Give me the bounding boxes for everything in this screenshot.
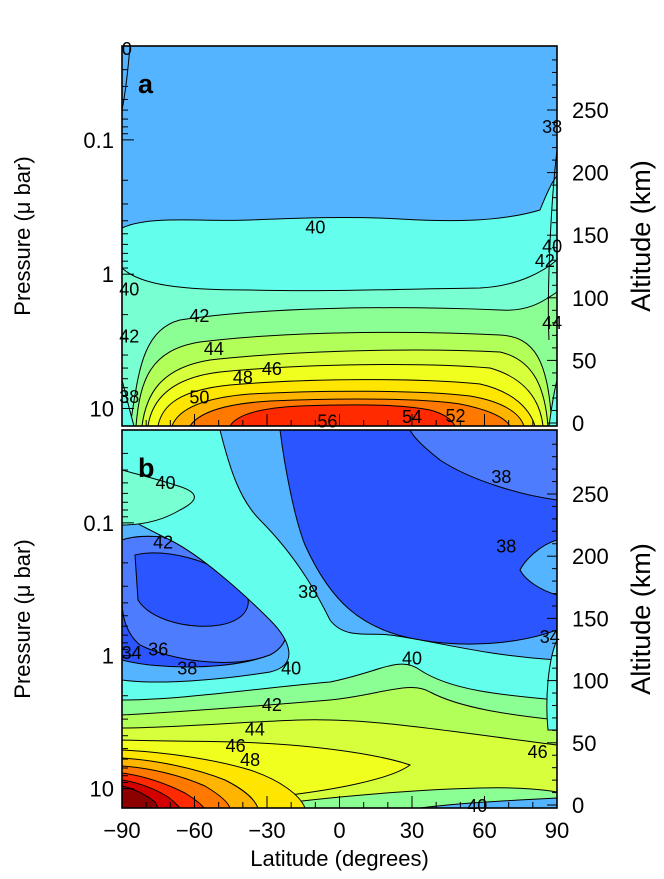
y-tick-label-b: 1 [102, 644, 114, 669]
contour-label-b: 44 [245, 720, 265, 740]
contour-label-b: 46 [528, 742, 548, 762]
contour-label-a: 46 [262, 359, 282, 379]
x-tick-label: −90 [103, 818, 140, 843]
contour-label-a: 40 [119, 279, 139, 299]
y2-tick-label-a: 250 [572, 98, 609, 123]
contour-label-b: 38 [177, 659, 197, 679]
contour-label-a: 0 [122, 39, 132, 59]
band-58 [229, 404, 456, 426]
x-tick-label: −60 [176, 818, 213, 843]
y2-tick-label-a: 150 [572, 223, 609, 248]
y2-tick-label-a: 100 [572, 286, 609, 311]
y2-tick-label-a: 0 [572, 411, 584, 436]
contour-label-a: 56 [317, 412, 337, 432]
y-axis-title-a: Pressure (μ bar) [10, 156, 35, 315]
edge-right-b [546, 639, 557, 731]
y2-axis-title-a: Altitude (km) [626, 160, 656, 312]
y2-tick-label-b: 200 [572, 544, 609, 569]
contour-label-a: 54 [402, 407, 422, 427]
y-tick-label-a: 1 [102, 262, 114, 287]
contour-label-a: 42 [189, 306, 209, 326]
band-b-42 [122, 469, 195, 526]
y2-tick-label-b: 100 [572, 669, 609, 694]
y2-tick-label-b: 250 [572, 482, 609, 507]
contour-label-b: 46 [226, 736, 246, 756]
y-tick-label-b: 10 [90, 777, 114, 802]
contour-label-b: 40 [467, 796, 487, 816]
contour-label-b: 38 [496, 536, 516, 556]
y2-tick-label-a: 50 [572, 348, 596, 373]
contour-label-a: 42 [119, 326, 139, 346]
contour-label-a: 40 [305, 218, 325, 238]
contour-label-a: 44 [204, 339, 224, 359]
panel-letter-b: b [138, 453, 155, 483]
y-tick-label-a: 10 [90, 396, 114, 421]
x-tick-label: 30 [400, 818, 424, 843]
y-axis-title-b: Pressure (μ bar) [10, 539, 35, 698]
contour-label-a: 38 [119, 387, 139, 407]
tick-marks [121, 45, 558, 808]
contour-label-b: 40 [155, 473, 175, 493]
contour-label-b: 38 [298, 582, 318, 602]
band-b-36-right [519, 539, 557, 596]
panel-a-plot [122, 46, 557, 426]
y2-tick-label-a: 200 [572, 161, 609, 186]
contour-label-a: 42 [535, 251, 555, 271]
band-b-60 [122, 785, 159, 808]
y-tick-label-b: 0.1 [83, 511, 114, 536]
panel-letter-a: a [138, 69, 154, 99]
y2-axis-title-b: Altitude (km) [626, 543, 656, 695]
contour-label-b: 38 [491, 467, 511, 487]
x-tick-label: 60 [472, 818, 496, 843]
contour-label-a: 50 [189, 388, 209, 408]
contour-label-a: 48 [233, 368, 253, 388]
contour-label-b: 40 [402, 649, 422, 669]
edge-right-a [548, 379, 557, 426]
x-tick-label: −30 [248, 818, 285, 843]
y2-tick-label-b: 0 [572, 793, 584, 818]
x-axis-title: Latitude (degrees) [250, 846, 429, 871]
contour-label-a: 38 [542, 117, 562, 137]
contour-label-b: 34 [122, 643, 142, 663]
contour-label-b: 42 [262, 695, 282, 715]
edge-left-a [122, 379, 135, 426]
x-tick-label: 90 [545, 818, 569, 843]
contour-label-b: 40 [281, 659, 301, 679]
band-b-36 [409, 430, 557, 501]
contour-labels: 4042444648505254563840424042443804042383… [119, 39, 562, 816]
panel-b-plot [122, 430, 557, 808]
y-tick-label-a: 0.1 [83, 128, 114, 153]
x-tick-label: 0 [333, 818, 345, 843]
contour-label-a: 40 [542, 236, 562, 256]
contour-label-a: 52 [445, 406, 465, 426]
contour-line-top-left-a [122, 46, 131, 111]
contour-label-a: 44 [542, 313, 562, 333]
contour-label-b: 36 [148, 640, 168, 660]
contour-label-b: 48 [240, 750, 260, 770]
y2-tick-label-b: 50 [572, 731, 596, 756]
contour-label-b: 34 [540, 627, 560, 647]
y2-tick-label-b: 150 [572, 606, 609, 631]
contour-label-b: 42 [153, 532, 173, 552]
